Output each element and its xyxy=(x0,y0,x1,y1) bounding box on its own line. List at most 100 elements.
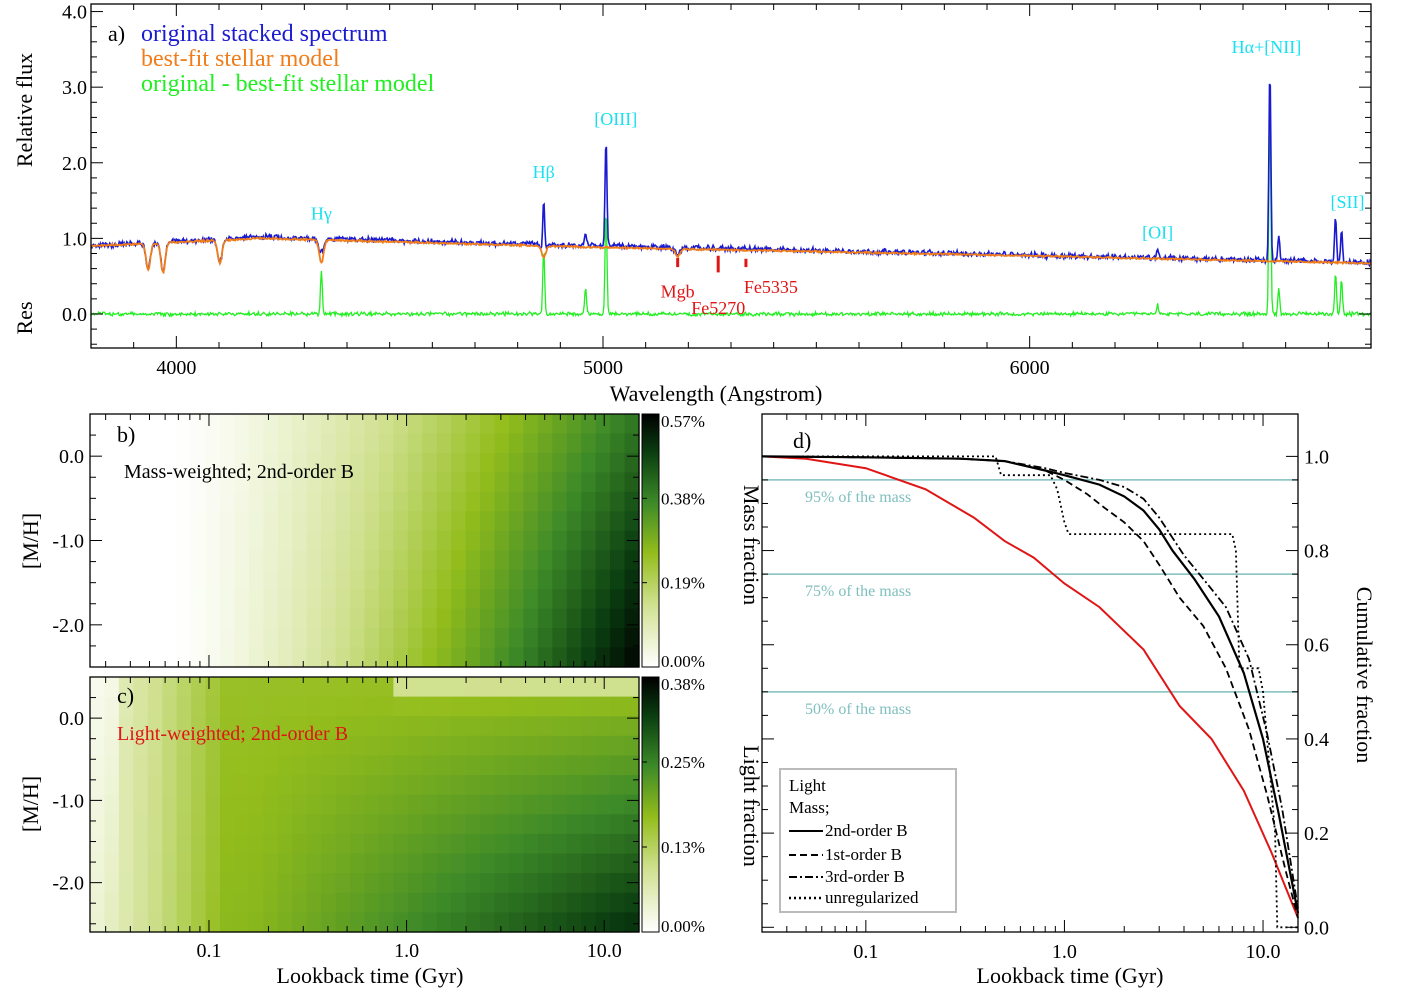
heatmap-cell xyxy=(364,589,380,610)
heatmap-cell xyxy=(364,755,380,776)
heatmap-cell xyxy=(407,647,423,668)
heatmap-cell xyxy=(537,608,553,629)
heatmap-cell xyxy=(162,814,178,835)
heatmap-cell xyxy=(335,892,351,913)
heatmap-cell xyxy=(321,735,337,757)
heatmap-cell xyxy=(350,833,366,855)
heatmap-cell xyxy=(595,833,611,855)
cumulative-ytick-label: 0.6 xyxy=(1304,635,1329,657)
heatmap-cell xyxy=(451,814,467,835)
heatmap-cell xyxy=(263,589,279,610)
heatmap-cell xyxy=(176,735,192,757)
colorbar-tick-label: 0.19% xyxy=(661,574,705,593)
heatmap-cell xyxy=(90,735,106,757)
heatmap-cell xyxy=(277,696,293,717)
heatmap-cell xyxy=(147,472,163,493)
ylabel-metallicity-c: [M/H] xyxy=(18,776,43,832)
heatmap-cell xyxy=(277,530,293,551)
heatmap-cell xyxy=(508,755,525,776)
heatmap-cell xyxy=(508,794,525,815)
heatmap-cell xyxy=(104,569,120,590)
heatmap-cell xyxy=(480,647,496,668)
xlabel-lookback-d: Lookback time (Gyr) xyxy=(977,963,1164,988)
heatmap-cell xyxy=(508,912,525,933)
heatmap-cell xyxy=(350,775,366,796)
heatmap-cell xyxy=(277,589,293,610)
cumulative-frame xyxy=(761,413,1299,933)
heatmap-cell xyxy=(407,569,423,590)
spectrum-ytick-label: 2.0 xyxy=(62,153,87,175)
heatmap-cell xyxy=(508,647,525,668)
heatmap-cell xyxy=(595,589,611,610)
heatmap-cell xyxy=(407,550,423,571)
heatmap-cell xyxy=(234,677,250,698)
panel-a-label: a) xyxy=(108,21,125,46)
spectrum-xtick-label: 4000 xyxy=(156,357,196,379)
heatmap-cell xyxy=(176,530,192,551)
heatmap-cell xyxy=(133,696,149,717)
heatmap-cell xyxy=(133,511,149,532)
mass-colorbar-label: Mass fraction xyxy=(739,485,764,605)
heatmap-cell xyxy=(595,892,611,913)
legend-box xyxy=(779,768,957,913)
emission-line-label: [SII] xyxy=(1331,192,1365,212)
heatmap-cell xyxy=(451,414,467,435)
spectrum-plot-area: Hγ Hβ [OIII] [OI] Hα+[NII] [SII] MgbFe5270Fe53… xyxy=(90,37,1372,319)
heatmap-cell xyxy=(90,511,106,532)
heatmap-cell xyxy=(350,589,366,610)
heatmap-cell xyxy=(292,628,308,649)
heatmap-cell xyxy=(90,569,106,590)
heatmap-cell xyxy=(566,433,582,454)
heatmap-cell xyxy=(378,628,394,649)
heatmap-cell xyxy=(147,833,163,855)
heatmap-cell xyxy=(494,775,510,796)
heatmap-cell xyxy=(422,814,438,835)
heatmap-cell xyxy=(610,647,626,668)
heatmap-cell xyxy=(292,794,308,815)
heatmap-cell xyxy=(220,853,236,874)
heatmap-cell xyxy=(436,433,452,454)
heatmap-cell xyxy=(118,589,134,610)
mass-heatmap-ticks: 0.0 -1.0 -2.0 xyxy=(52,414,639,668)
heatmap-cell xyxy=(350,677,366,698)
heatmap-cell xyxy=(523,550,539,571)
heatmap-cell xyxy=(494,853,510,874)
heatmap-cell xyxy=(393,491,409,512)
heatmap-cell xyxy=(393,589,409,610)
heatmap-cell xyxy=(321,716,337,737)
heatmap-cell xyxy=(422,873,438,894)
heatmap-cell xyxy=(234,491,250,512)
cumulative-series-3rd-order-b xyxy=(761,455,1299,909)
heatmap-cell xyxy=(581,608,597,629)
cumulative-ticks: 0.1 1.0 10.0 0.0 0.2 0.4 0.6 0.8 1.0 xyxy=(762,414,1329,963)
heatmap-cell xyxy=(465,853,481,874)
heatmap-cell xyxy=(436,491,452,512)
cumulative-ytick-label: 0.2 xyxy=(1304,823,1329,845)
heatmap-cell xyxy=(422,530,438,551)
heatmap-cell xyxy=(104,873,120,894)
heatmap-cell xyxy=(422,472,438,493)
heatmap-cell xyxy=(248,628,264,649)
heatmap-cell xyxy=(263,696,279,717)
heatmap-cell xyxy=(220,569,236,590)
heatmap-cell xyxy=(147,696,163,717)
heatmap-cell xyxy=(133,794,149,815)
heatmap-cell xyxy=(393,755,409,776)
heatmap-cell xyxy=(393,472,409,493)
heatmap-cell xyxy=(205,912,221,933)
heatmap-cell xyxy=(205,452,221,473)
heatmap-cell xyxy=(552,433,568,454)
heatmap-cell xyxy=(248,677,264,698)
heatmap-cell xyxy=(350,472,366,493)
heatmap-cell xyxy=(451,589,467,610)
heatmap-cell xyxy=(480,716,496,737)
heatmap-cell xyxy=(104,550,120,571)
heatmap-cell xyxy=(104,511,120,532)
heatmap-cell xyxy=(234,530,250,551)
heatmap-cell xyxy=(407,912,423,933)
heatmap-cell xyxy=(610,569,626,590)
heatmap-cell xyxy=(537,628,553,649)
heatmap-cell xyxy=(465,892,481,913)
heatmap-cell xyxy=(480,696,496,717)
index-label: Mgb xyxy=(661,281,695,301)
